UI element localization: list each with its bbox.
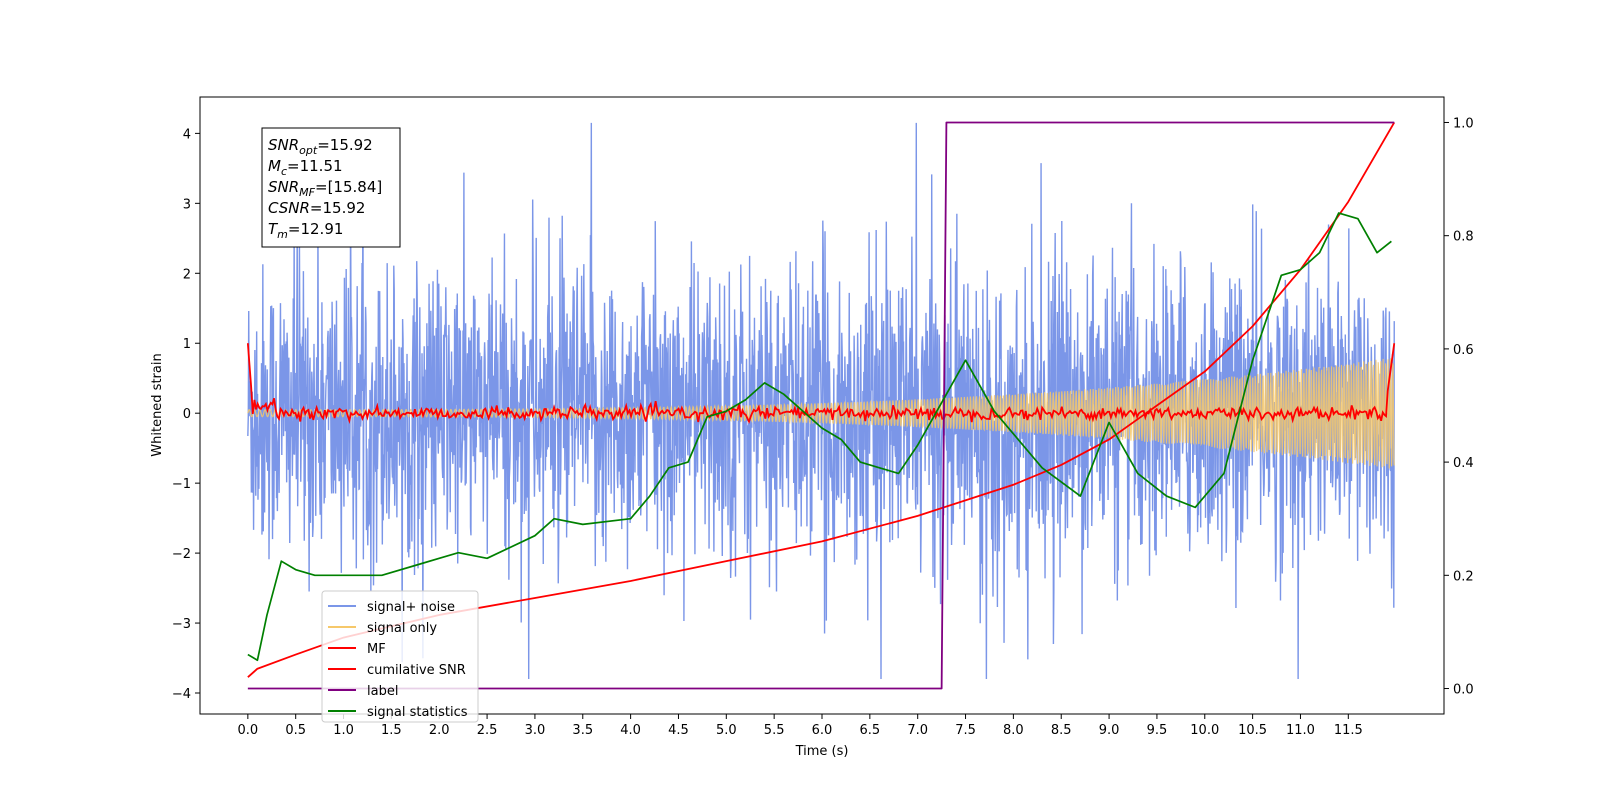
x-tick-label: 5.5 (764, 723, 785, 738)
legend-label: signal statistics (367, 705, 468, 720)
x-tick-label: 2.0 (429, 723, 450, 738)
y-tick-label: −1 (172, 477, 191, 492)
y-tick-label: 3 (183, 197, 191, 212)
legend-item: signal+ noise (328, 600, 455, 615)
x-tick-label: 10.0 (1190, 723, 1219, 738)
series-label (247, 121, 1395, 690)
legend-item: signal statistics (328, 705, 468, 720)
y-tick-label: −3 (172, 617, 191, 632)
y-tick-label: 1 (183, 337, 191, 352)
x-tick-label: 7.0 (907, 723, 928, 738)
x-tick-label: 5.0 (716, 723, 737, 738)
y2-tick-label: 0.0 (1453, 683, 1474, 698)
x-tick-label: 9.0 (1099, 723, 1120, 738)
x-tick-label: 8.5 (1051, 723, 1072, 738)
x-tick-label: 1.0 (333, 723, 354, 738)
x-tick-label: 3.5 (572, 723, 593, 738)
x-tick-label: 2.5 (477, 723, 498, 738)
x-tick-label: 0.0 (238, 723, 259, 738)
stats-line: SNRopt=15.92 (268, 136, 373, 157)
legend-label: signal only (367, 621, 437, 636)
stats-line: Tm=12.91 (268, 220, 343, 241)
y2-tick-label: 0.6 (1453, 343, 1474, 358)
legend: signal+ noise signal only MF cumilative SNR… (321, 590, 479, 723)
legend-item: label (328, 684, 398, 699)
y2-tick-label: 0.2 (1453, 569, 1474, 584)
y-axis-label: Whitened strain (150, 353, 165, 456)
x-tick-label: 3.0 (525, 723, 546, 738)
series-mf (246, 343, 1396, 424)
x-tick-label: 4.0 (620, 723, 641, 738)
legend-label: label (367, 684, 398, 699)
x-tick-label: 6.0 (812, 723, 833, 738)
x-tick-label: 7.5 (955, 723, 976, 738)
y-axis-left: −4 −3 −2 −1 0 1 2 3 4 (172, 127, 200, 702)
legend-item: signal only (328, 621, 437, 636)
legend-label: MF (367, 642, 386, 657)
y2-tick-label: 0.4 (1453, 456, 1474, 471)
legend-label: signal+ noise (367, 600, 455, 615)
y2-tick-label: 1.0 (1453, 116, 1474, 131)
legend-item: cumilative SNR (328, 663, 466, 678)
y2-tick-label: 0.8 (1453, 230, 1474, 245)
x-axis: 0.0 0.5 1.0 1.5 2.0 2.5 3.0 3.5 4.0 4.5 5.0 5.5 6.0 6… (238, 714, 1363, 738)
x-tick-label: 8.0 (1003, 723, 1024, 738)
x-axis-label: Time (s) (795, 744, 849, 759)
x-tick-label: 9.5 (1147, 723, 1168, 738)
series-signal-statistics (247, 212, 1392, 662)
x-tick-label: 10.5 (1238, 723, 1267, 738)
x-tick-label: 11.0 (1286, 723, 1315, 738)
stats-line: SNRMF=[15.84] (268, 178, 382, 199)
y-tick-label: 0 (183, 407, 191, 422)
y-axis-right: 0.0 0.2 0.4 0.6 0.8 1.0 (1444, 116, 1474, 698)
y-tick-label: 4 (183, 127, 191, 142)
legend-item: MF (328, 642, 386, 657)
y-tick-label: 2 (183, 267, 191, 282)
stats-box: SNRopt=15.92Mc=11.51SNRMF=[15.84]CSNR=15… (261, 127, 401, 248)
x-tick-label: 1.5 (381, 723, 402, 738)
x-tick-label: 11.5 (1334, 723, 1363, 738)
stats-line: CSNR=15.92 (268, 199, 365, 217)
legend-label: cumilative SNR (367, 663, 466, 678)
y-tick-label: −2 (172, 547, 191, 562)
x-tick-label: 4.5 (668, 723, 689, 738)
x-tick-label: 6.5 (860, 723, 881, 738)
x-tick-label: 0.5 (285, 723, 306, 738)
stats-line: Mc=11.51 (268, 157, 343, 178)
y-tick-label: −4 (172, 687, 191, 702)
